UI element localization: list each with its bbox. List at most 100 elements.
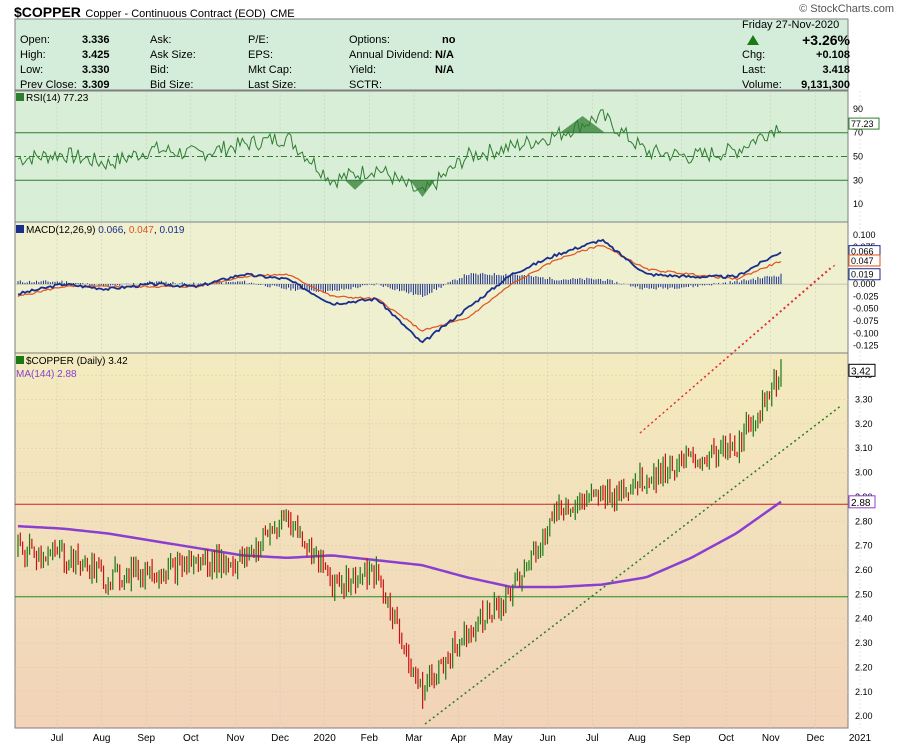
price-y-tick: 2.50 [855,589,873,599]
annual-dividend-value: N/A [435,49,454,61]
macd-y-tick: 0.100 [853,230,876,240]
last-size-label: Last Size: [248,79,297,91]
x-tick-label: Mar [405,733,423,744]
eps-label: EPS: [248,49,274,61]
x-tick-label: Sep [137,733,155,744]
x-tick-label: Apr [451,733,467,744]
ma-label: MA(144) 2.88 [16,369,77,380]
prev-close-label: Prev Close: [20,79,77,91]
price-y-tick: 3.20 [855,419,873,429]
up-arrow-icon [747,35,759,45]
bid-label: Bid: [150,64,169,76]
price-y-tick: 3.10 [855,443,873,453]
last-value: 3.418 [822,64,850,76]
chg-value: +0.108 [816,49,850,61]
macd-y-tick: 0.000 [853,279,876,289]
mkt-cap-label: Mkt Cap: [248,64,293,76]
rsi-line [17,109,782,193]
x-tick-label: Jun [540,733,556,744]
x-tick-label: 2021 [849,733,872,744]
x-tick-label: Aug [628,733,646,744]
price-y-tick: 2.70 [855,541,873,551]
high-value: 3.425 [82,49,110,61]
price-y-tick: 2.40 [855,614,873,624]
rsi-label: RSI(14) 77.23 [16,93,88,104]
price-label: $COPPER (Daily) 3.42 [16,356,128,367]
high-label: High: [20,49,46,61]
price-legend-swatch [16,356,24,364]
macd-value-tag: 0.047 [851,256,874,266]
x-tick-label: May [494,733,513,744]
volume-value: 9,131,300 [801,79,850,91]
watermark: © StockCharts.com [799,3,894,15]
x-tick-label: Aug [93,733,111,744]
ma-value-tag-box [848,495,876,509]
ma-line [17,500,782,589]
price-y-tick: 2.30 [855,638,873,648]
pe-label: P/E: [248,34,269,46]
macd-line [17,238,782,344]
macd-label-text: MACD(12,26,9) [26,225,96,236]
x-tick-label: Dec [806,733,824,744]
ask-label: Ask: [150,34,172,46]
sctr-label: SCTR: [349,79,382,91]
macd-y-tick: -0.075 [853,316,879,326]
signal-value: 0.047 [128,225,154,236]
macd-value-tag: 0.066 [851,247,874,257]
price-y-tick: 2.80 [855,516,873,526]
x-tick-label: Sep [673,733,691,744]
macd-legend-swatch [16,225,24,233]
price-y-tick: 2.00 [855,711,873,721]
low-label: Low: [20,64,44,76]
price-y-tick: 2.10 [855,687,873,697]
rsi-legend-swatch [16,93,24,101]
chart-header: $COPPER Copper - Continuous Contract (EO… [14,4,295,20]
macd-value-tag: 0.019 [851,270,874,280]
rsi-y-tick: 70 [853,128,863,138]
macd-value: 0.066 [98,225,124,236]
hist-value: 0.019 [159,225,185,236]
price-y-tick: 2.60 [855,565,873,575]
x-tick-label: Feb [361,733,379,744]
low-value: 3.330 [82,64,110,76]
price-y-tick: 3.30 [855,395,873,405]
options-value: no [442,34,456,46]
x-tick-label: Dec [271,733,289,744]
rsi-fill-area [345,180,365,190]
rsi-fill-area [560,116,605,133]
chg-label: Chg: [742,49,766,61]
macd-label: MACD(12,26,9) 0.066, 0.047, 0.019 [16,225,184,236]
options-label: Options: [349,34,390,46]
yield-value: N/A [435,64,454,76]
change-percent: +3.26% [802,32,850,48]
exchange: CME [270,8,295,20]
instrument-name: Copper - Continuous Contract (EOD) [85,8,266,20]
rsi-value-tag: 77.23 [851,119,874,129]
quote-date: Friday 27-Nov-2020 [742,19,840,31]
ask-size-label: Ask Size: [150,49,196,61]
volume-label: Volume: [742,79,782,91]
macd-value-tag-box [848,268,881,281]
quote-panel-bg [14,18,849,91]
rsi-y-tick: 90 [853,104,863,114]
rsi-value-tag-box [848,117,880,130]
price-y-tick: 2.20 [855,662,873,672]
open-value: 3.336 [82,34,110,46]
x-tick-label: Jul [586,733,599,744]
price-y-tick: 3.00 [855,468,873,478]
quote-box: Open: 3.336 High: 3.425 Low: 3.330 Prev … [14,19,852,91]
x-tick-label: Oct [718,733,734,744]
prev-close-value: 3.309 [82,79,110,91]
macd-y-tick: -0.025 [853,291,879,301]
rsi-fill-area [410,180,435,197]
annual-dividend-label: Annual Dividend: [349,49,433,61]
rsi-y-tick: 10 [853,199,863,209]
ma-value-tag: 2.88 [851,498,871,509]
x-tick-label: Nov [762,733,780,744]
x-tick-label: Nov [227,733,245,744]
price-value-tag-box [848,363,876,377]
macd-y-tick: -0.100 [853,328,879,338]
macd-y-tick: -0.125 [853,341,879,351]
x-tick-label: Oct [183,733,199,744]
macd-y-tick: -0.050 [853,304,879,314]
